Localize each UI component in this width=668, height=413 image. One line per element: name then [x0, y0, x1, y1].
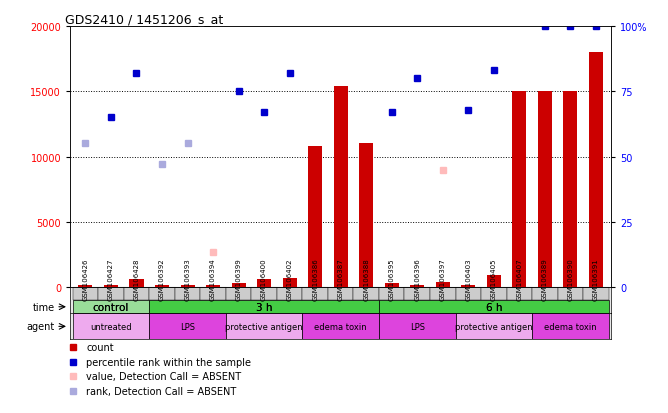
Text: LPS: LPS [180, 322, 195, 331]
Bar [149, 287, 175, 301]
Bar [73, 313, 149, 339]
Text: GSM106397: GSM106397 [440, 257, 446, 300]
Text: GSM106405: GSM106405 [491, 257, 497, 300]
Text: percentile rank within the sample: percentile rank within the sample [86, 357, 251, 367]
Text: 3 h: 3 h [256, 302, 273, 312]
Text: GSM106396: GSM106396 [414, 257, 420, 300]
Text: GSM106426: GSM106426 [82, 257, 88, 300]
Bar [104, 285, 118, 287]
Text: GSM106388: GSM106388 [363, 257, 369, 300]
Bar [130, 280, 144, 287]
Text: GSM106387: GSM106387 [338, 257, 343, 300]
Bar [353, 287, 379, 301]
Bar [180, 285, 194, 287]
Text: time: time [33, 302, 55, 312]
Bar [98, 287, 124, 301]
Text: GSM106391: GSM106391 [593, 257, 599, 300]
Bar [303, 313, 379, 339]
Bar [277, 287, 303, 301]
Text: 6 h: 6 h [486, 302, 502, 312]
Bar [78, 285, 92, 287]
Text: GSM106428: GSM106428 [134, 257, 140, 300]
Text: edema toxin: edema toxin [544, 322, 597, 331]
Text: 3 h: 3 h [256, 302, 273, 312]
Bar [532, 313, 609, 339]
Bar [175, 287, 200, 301]
Bar [563, 92, 577, 287]
Text: GSM106399: GSM106399 [236, 257, 242, 300]
Bar [226, 313, 303, 339]
Bar [506, 287, 532, 301]
Bar [512, 92, 526, 287]
Bar [410, 285, 424, 287]
Text: GSM106427: GSM106427 [108, 257, 114, 300]
Bar [456, 313, 532, 339]
Bar [385, 284, 399, 287]
Bar [333, 87, 348, 287]
Text: control: control [93, 302, 129, 312]
Bar [149, 313, 226, 339]
Bar [149, 301, 379, 313]
Bar [538, 92, 552, 287]
Bar [257, 280, 271, 287]
Text: GSM106395: GSM106395 [389, 257, 395, 300]
Bar [328, 287, 353, 301]
Bar [206, 285, 220, 287]
Text: agent: agent [27, 322, 55, 332]
Bar [283, 278, 297, 287]
Text: value, Detection Call = ABSENT: value, Detection Call = ABSENT [86, 371, 242, 382]
Text: protective antigen: protective antigen [455, 322, 532, 331]
Bar [583, 287, 609, 301]
Bar [456, 287, 481, 301]
Bar [200, 287, 226, 301]
Text: GSM106394: GSM106394 [210, 257, 216, 300]
Text: GSM106402: GSM106402 [287, 257, 293, 300]
Bar [73, 287, 98, 301]
Text: count: count [86, 342, 114, 352]
Text: GSM106403: GSM106403 [466, 257, 472, 300]
Text: edema toxin: edema toxin [315, 322, 367, 331]
Bar [379, 287, 405, 301]
Text: control: control [93, 302, 129, 312]
Bar [436, 282, 450, 287]
Bar [558, 287, 583, 301]
Bar [430, 287, 456, 301]
Text: GSM106386: GSM106386 [312, 257, 318, 300]
Text: LPS: LPS [409, 322, 425, 331]
Text: GSM106393: GSM106393 [184, 257, 190, 300]
Bar [481, 287, 506, 301]
Bar [487, 276, 501, 287]
Bar [124, 287, 149, 301]
Bar [226, 287, 251, 301]
Text: GSM106389: GSM106389 [542, 257, 548, 300]
Bar [251, 287, 277, 301]
Text: GSM106390: GSM106390 [567, 257, 573, 300]
Bar [379, 313, 456, 339]
Text: untreated: untreated [90, 322, 132, 331]
Bar [532, 287, 558, 301]
Bar [303, 287, 328, 301]
Bar [589, 53, 603, 287]
Text: 6 h: 6 h [486, 302, 502, 312]
Text: GDS2410 / 1451206_s_at: GDS2410 / 1451206_s_at [65, 13, 223, 26]
Bar [232, 284, 246, 287]
Text: GSM106400: GSM106400 [261, 257, 267, 300]
Bar [379, 301, 609, 313]
Bar [73, 301, 149, 313]
Bar [155, 285, 169, 287]
Text: rank, Detection Call = ABSENT: rank, Detection Call = ABSENT [86, 386, 236, 396]
Bar [359, 144, 373, 287]
Text: GSM106392: GSM106392 [159, 257, 165, 300]
Bar [308, 147, 322, 287]
Text: protective antigen: protective antigen [225, 322, 303, 331]
Bar [462, 285, 476, 287]
Bar [405, 287, 430, 301]
Text: GSM106407: GSM106407 [516, 257, 522, 300]
